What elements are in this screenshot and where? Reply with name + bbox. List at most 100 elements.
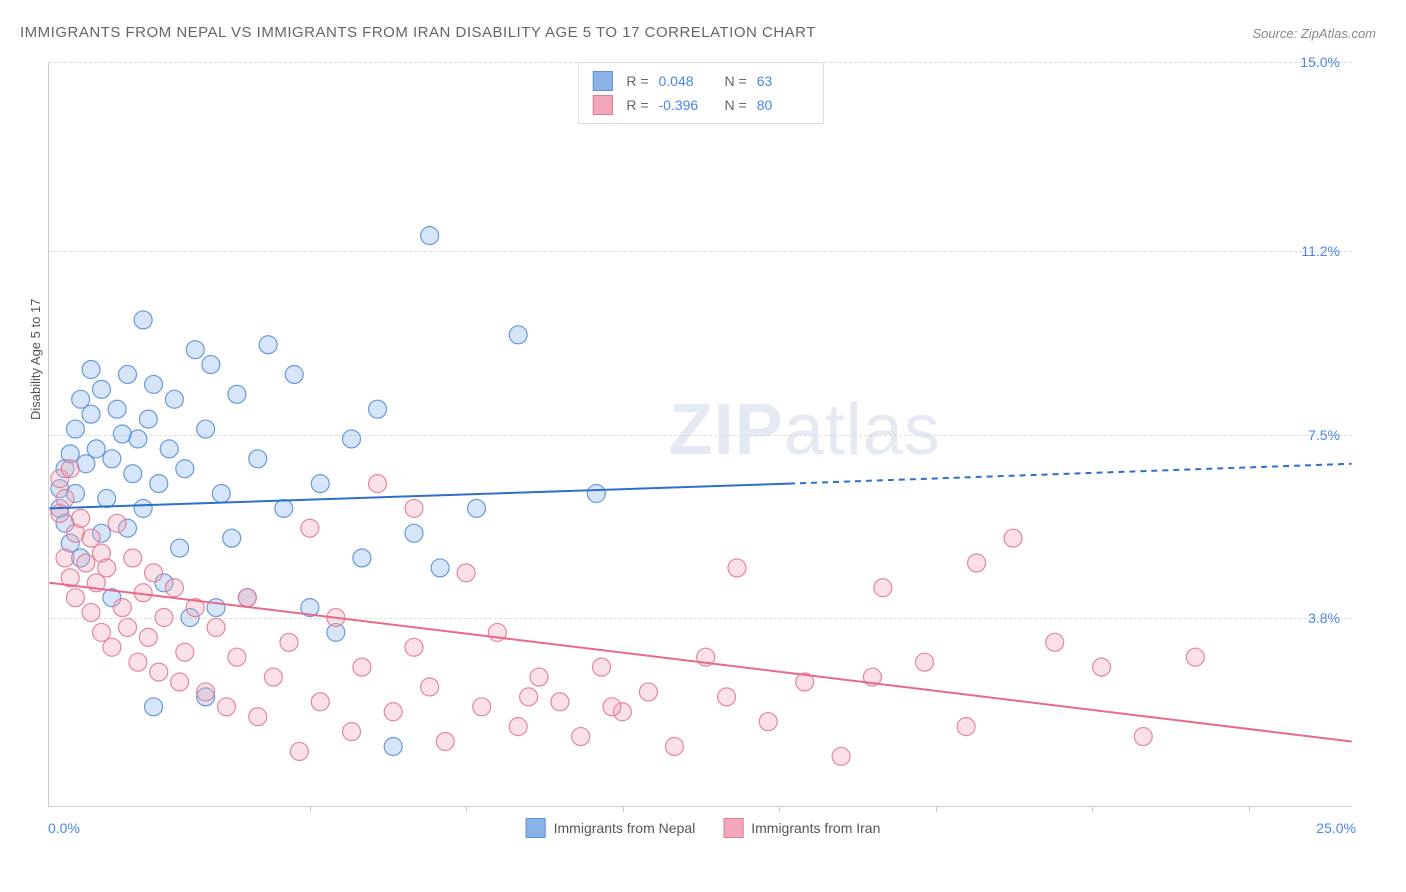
data-point xyxy=(249,450,267,468)
data-point xyxy=(145,698,163,716)
data-point xyxy=(384,737,402,755)
data-point xyxy=(468,499,486,517)
data-point xyxy=(165,579,183,597)
data-point xyxy=(457,564,475,582)
data-point xyxy=(108,514,126,532)
correlation-legend: R = 0.048 N = 63 R = -0.396 N = 80 xyxy=(577,62,823,124)
x-axis-start-label: 0.0% xyxy=(48,820,80,836)
data-point xyxy=(473,698,491,716)
data-point xyxy=(275,499,293,517)
data-point xyxy=(238,589,256,607)
data-point xyxy=(56,549,74,567)
data-point xyxy=(572,728,590,746)
data-point xyxy=(1093,658,1111,676)
data-point xyxy=(421,227,439,245)
n-value-nepal: 63 xyxy=(757,73,809,89)
legend-item-iran: Immigrants from Iran xyxy=(723,818,880,838)
data-point xyxy=(87,440,105,458)
data-point xyxy=(509,326,527,344)
data-point xyxy=(207,618,225,636)
x-tick xyxy=(1092,806,1093,812)
x-tick xyxy=(623,806,624,812)
data-point xyxy=(223,529,241,547)
data-point xyxy=(61,460,79,478)
data-point xyxy=(134,311,152,329)
data-point xyxy=(285,365,303,383)
y-axis-label: Disability Age 5 to 17 xyxy=(28,299,43,420)
data-point xyxy=(311,475,329,493)
data-point xyxy=(139,628,157,646)
chart-svg xyxy=(49,62,1352,806)
data-point xyxy=(207,599,225,617)
data-point xyxy=(92,380,110,398)
data-point xyxy=(1186,648,1204,666)
data-point xyxy=(353,549,371,567)
legend-label-nepal: Immigrants from Nepal xyxy=(554,820,696,836)
data-point xyxy=(171,539,189,557)
legend-item-nepal: Immigrants from Nepal xyxy=(526,818,696,838)
data-point xyxy=(197,683,215,701)
data-point xyxy=(405,499,423,517)
data-point xyxy=(228,648,246,666)
data-point xyxy=(1134,728,1152,746)
data-point xyxy=(139,410,157,428)
data-point xyxy=(405,524,423,542)
data-point xyxy=(421,678,439,696)
plot-area: R = 0.048 N = 63 R = -0.396 N = 80 ZIPat… xyxy=(48,62,1352,807)
data-point xyxy=(384,703,402,721)
data-point xyxy=(160,440,178,458)
x-tick xyxy=(1249,806,1250,812)
data-point xyxy=(56,489,74,507)
data-point xyxy=(98,489,116,507)
data-point xyxy=(202,356,220,374)
regression-line-extrapolated xyxy=(789,464,1352,484)
data-point xyxy=(145,564,163,582)
data-point xyxy=(150,663,168,681)
data-point xyxy=(171,673,189,691)
x-tick xyxy=(310,806,311,812)
series-legend: Immigrants from Nepal Immigrants from Ir… xyxy=(526,818,881,838)
data-point xyxy=(82,361,100,379)
data-point xyxy=(119,618,137,636)
data-point xyxy=(639,683,657,701)
swatch-iran xyxy=(592,95,612,115)
data-point xyxy=(290,742,308,760)
data-point xyxy=(369,475,387,493)
data-point xyxy=(197,420,215,438)
data-point xyxy=(212,485,230,503)
data-point xyxy=(718,688,736,706)
x-tick xyxy=(936,806,937,812)
data-point xyxy=(1046,633,1064,651)
data-point xyxy=(66,589,84,607)
source-attribution: Source: ZipAtlas.com xyxy=(1252,26,1376,41)
data-point xyxy=(124,465,142,483)
data-point xyxy=(98,559,116,577)
data-point xyxy=(249,708,267,726)
data-point xyxy=(1004,529,1022,547)
data-point xyxy=(520,688,538,706)
data-point xyxy=(103,450,121,468)
data-point xyxy=(82,604,100,622)
data-point xyxy=(150,475,168,493)
data-point xyxy=(129,430,147,448)
swatch-iran-bottom xyxy=(723,818,743,838)
data-point xyxy=(593,658,611,676)
data-point xyxy=(509,718,527,736)
data-point xyxy=(280,633,298,651)
swatch-nepal xyxy=(592,71,612,91)
r-label: R = xyxy=(626,73,648,89)
data-point xyxy=(259,336,277,354)
data-point xyxy=(129,653,147,671)
data-point xyxy=(728,559,746,577)
data-point xyxy=(530,668,548,686)
r-value-nepal: 0.048 xyxy=(659,73,711,89)
data-point xyxy=(103,638,121,656)
data-point xyxy=(369,400,387,418)
r-label: R = xyxy=(626,97,648,113)
data-point xyxy=(874,579,892,597)
data-point xyxy=(186,341,204,359)
n-label: N = xyxy=(725,97,747,113)
data-point xyxy=(176,460,194,478)
data-point xyxy=(124,549,142,567)
data-point xyxy=(957,718,975,736)
